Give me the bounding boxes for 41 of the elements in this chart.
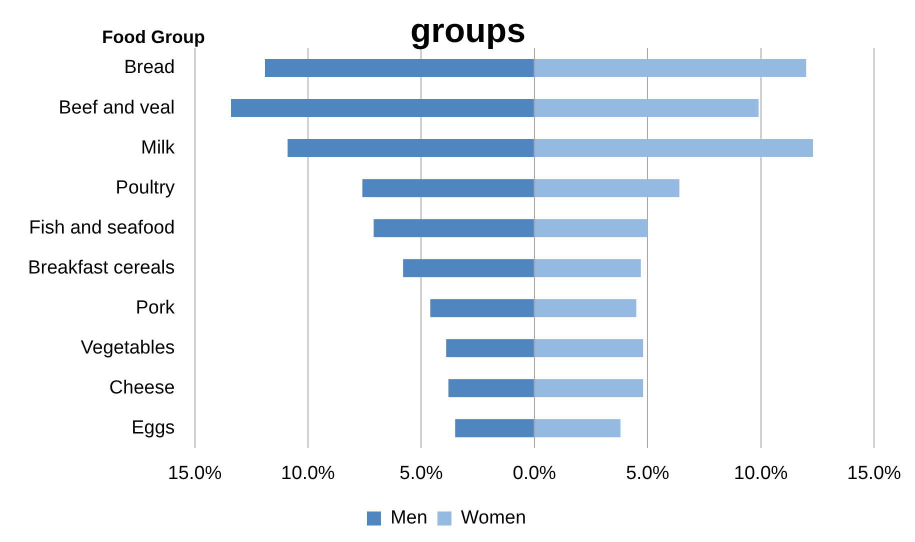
legend-label: Women [460, 508, 526, 529]
bar [534, 139, 813, 158]
bar [430, 299, 534, 318]
bar [403, 259, 534, 278]
bar [534, 179, 680, 198]
x-tick-label: 5.0% [400, 462, 443, 484]
bar [534, 99, 759, 118]
y-tick-label: Vegetables [80, 337, 175, 358]
bar [448, 379, 534, 398]
y-tick-label: Bread [124, 57, 175, 78]
bar [534, 339, 644, 358]
x-tick-label: 0.0% [512, 462, 556, 484]
bar [446, 339, 534, 358]
bar [534, 59, 806, 78]
bar [264, 59, 534, 78]
bar [362, 179, 534, 198]
bar [534, 379, 644, 398]
y-tick-label: Eggs [131, 417, 175, 438]
x-tick-label: 15.0% [168, 462, 222, 484]
bar [374, 219, 534, 238]
y-tick-label: Fish and seafood [29, 217, 175, 238]
bar [231, 99, 534, 118]
x-tick-label: 15.0% [847, 462, 902, 484]
bar [455, 419, 534, 438]
x-tick-label: 5.0% [626, 462, 670, 484]
y-tick-label: Pork [136, 297, 176, 318]
y-tick-label: Beef and veal [58, 97, 175, 118]
legend-label: Men [390, 508, 428, 529]
y-tick-label: Breakfast cereals [28, 257, 175, 278]
chart-title: groups [410, 12, 526, 50]
y-tick-label: Poultry [116, 177, 176, 198]
y-tick-label: Cheese [109, 377, 175, 398]
x-tick-label: 10.0% [734, 462, 788, 484]
bar [534, 219, 648, 238]
y-axis-title: Food Group [102, 26, 205, 47]
y-tick-label: Milk [141, 137, 176, 158]
bar [534, 419, 620, 438]
x-tick-label: 10.0% [281, 462, 336, 484]
bar [534, 299, 636, 318]
bar [288, 139, 534, 158]
bar [534, 259, 641, 278]
